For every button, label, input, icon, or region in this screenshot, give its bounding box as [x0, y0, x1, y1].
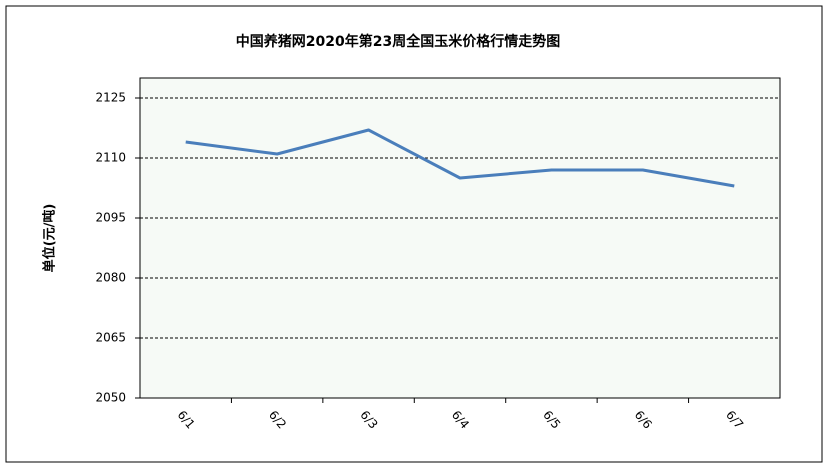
plot-area: [139, 77, 781, 399]
data-line: [185, 128, 735, 188]
y-tick-label: 2080: [95, 271, 126, 285]
y-tick-label: 2095: [95, 211, 126, 225]
y-axis-label: 单位(元/吨): [42, 204, 58, 273]
y-tick-label: 2110: [95, 151, 126, 165]
chart-title: 中国养猪网2020年第23周全国玉米价格行情走势图: [236, 33, 560, 50]
y-tick-label: 2065: [95, 331, 126, 345]
y-tick-label: 2125: [95, 91, 126, 105]
y-tick-label: 2050: [95, 391, 126, 405]
